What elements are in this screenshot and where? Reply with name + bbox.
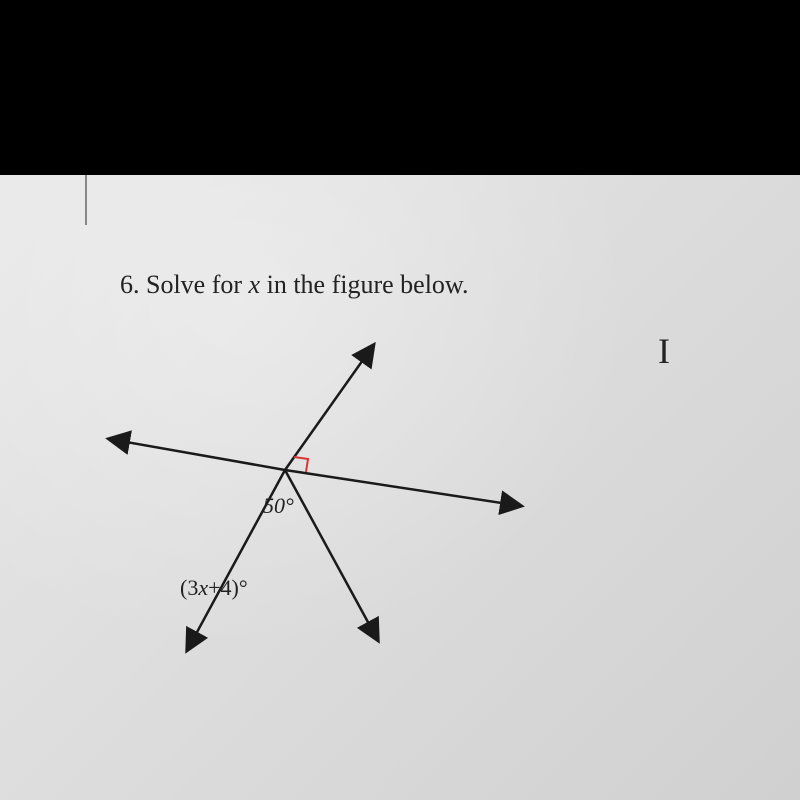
angle-50-degree: ° (285, 493, 294, 518)
worksheet-page: 6. Solve for x in the figure below. I (0, 175, 800, 800)
ray-up-right (285, 350, 370, 470)
question-text-before: Solve for (146, 270, 249, 299)
top-black-bar (0, 0, 800, 175)
expr-plus: +4 (208, 575, 231, 600)
angle-50-value: 50 (263, 493, 285, 518)
ray-down-right (285, 470, 375, 635)
ray-left (115, 440, 285, 470)
diagram-svg (60, 335, 580, 765)
question-variable: x (249, 270, 261, 299)
question-prompt: 6. Solve for x in the figure below. (120, 270, 469, 300)
ray-right (285, 470, 515, 505)
angle-label-50deg: 50° (263, 493, 294, 519)
angle-label-expression: (3x+4)° (180, 575, 248, 601)
margin-line (85, 175, 87, 225)
angle-diagram (60, 335, 580, 765)
expr-degree: ° (239, 575, 248, 600)
expr-var: x (198, 575, 208, 600)
right-angle-marker (294, 457, 308, 472)
text-cursor: I (658, 330, 670, 372)
question-text-after: in the figure below. (260, 270, 468, 299)
expr-close: ) (232, 575, 239, 600)
expr-coef: 3 (187, 575, 198, 600)
question-number: 6. (120, 270, 140, 299)
